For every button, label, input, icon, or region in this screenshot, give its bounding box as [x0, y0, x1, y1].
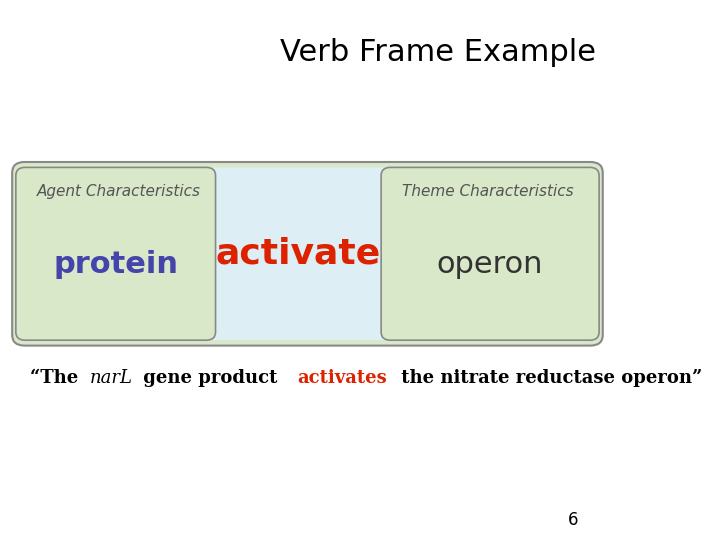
Text: narL: narL — [90, 369, 133, 387]
Text: the nitrate reductase operon”: the nitrate reductase operon” — [395, 369, 702, 387]
Text: 6: 6 — [568, 511, 578, 529]
Text: operon: operon — [437, 250, 544, 279]
Text: Agent Characteristics: Agent Characteristics — [37, 184, 201, 199]
Text: Verb Frame Example: Verb Frame Example — [280, 38, 596, 67]
Text: Theme Characteristics: Theme Characteristics — [402, 184, 573, 199]
FancyBboxPatch shape — [12, 162, 603, 346]
FancyBboxPatch shape — [16, 167, 215, 340]
Text: activate: activate — [216, 237, 381, 271]
FancyBboxPatch shape — [381, 167, 599, 340]
Text: gene product: gene product — [137, 369, 284, 387]
FancyBboxPatch shape — [201, 167, 396, 340]
Text: “The: “The — [30, 369, 85, 387]
Text: protein: protein — [53, 250, 178, 279]
Text: activates: activates — [297, 369, 387, 387]
